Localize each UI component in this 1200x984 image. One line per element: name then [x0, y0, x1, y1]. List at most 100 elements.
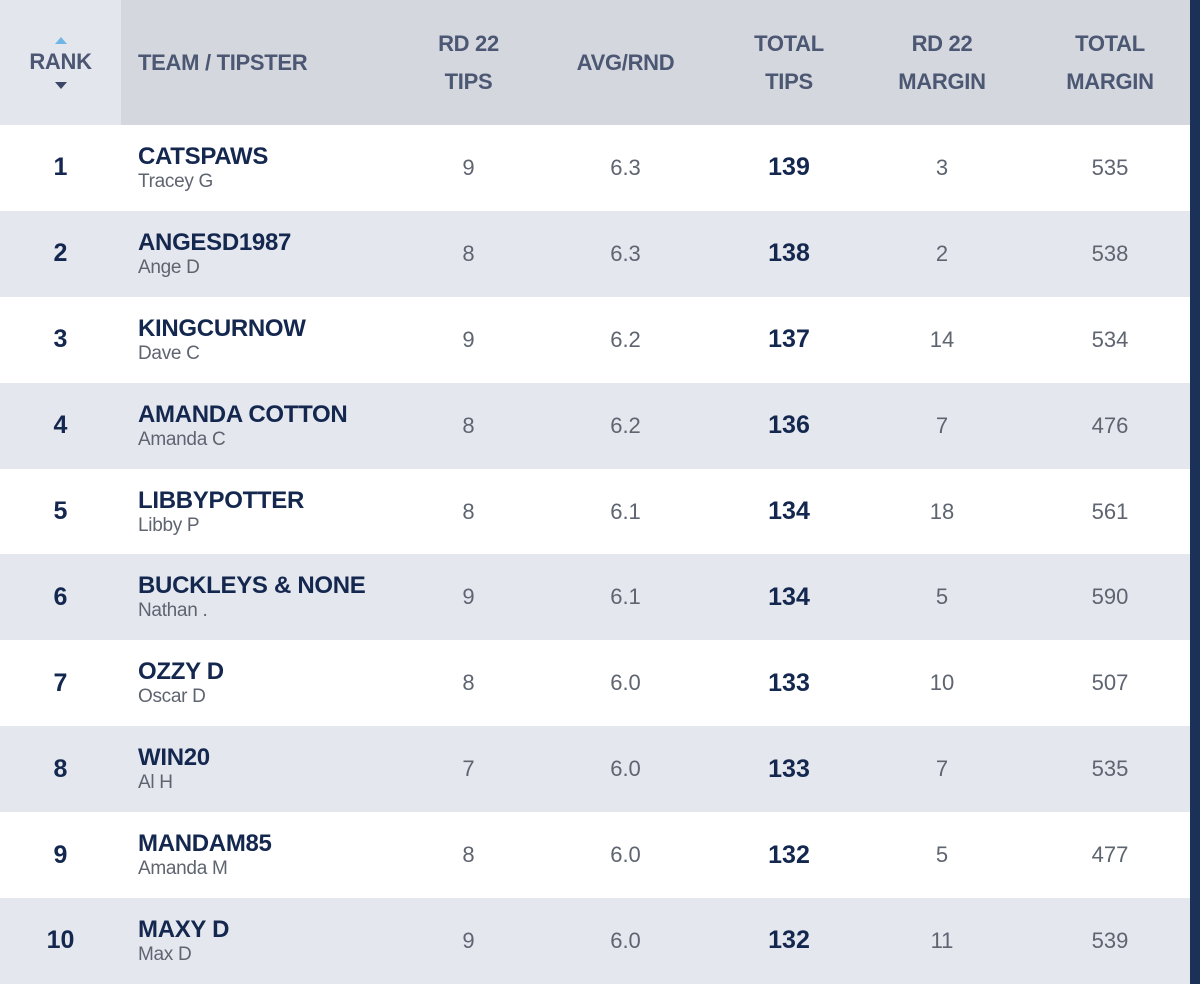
rd-margin-cell: 11: [930, 927, 954, 953]
rd-tips-cell: 8: [462, 842, 475, 868]
team-name[interactable]: AMANDA COTTON: [138, 400, 348, 428]
rd-tips-cell: 8: [462, 498, 475, 524]
total-margin-cell: 538: [1091, 240, 1129, 266]
rd-margin-cell: 10: [929, 670, 955, 696]
rank-cell: 4: [53, 411, 68, 440]
total-margin-header[interactable]: TOTAL MARGIN: [1066, 30, 1154, 94]
rd-tips-cell: 8: [462, 240, 475, 266]
rank-cell: 7: [53, 668, 68, 697]
tipster-name: Oscar D: [138, 686, 206, 708]
rd-margin-cell: 2: [935, 240, 949, 266]
rd-tips-cell: 9: [462, 154, 475, 180]
rank-sort-header[interactable]: RANK: [0, 0, 121, 125]
team-name[interactable]: MAXY D: [138, 915, 230, 943]
total-margin-cell: 476: [1091, 412, 1129, 438]
rd-margin-cell: 7: [935, 412, 949, 438]
team-name[interactable]: CATSPAWS: [138, 142, 269, 170]
rd-margin-cell: 18: [929, 498, 955, 524]
tipster-name: Al H: [138, 772, 173, 794]
tipster-name: Ange D: [138, 256, 200, 278]
table-header: RANK TEAM / TIPSTER RD 22 TIPS AVG/RND T…: [0, 0, 1190, 125]
rd-tips-cell: 8: [462, 412, 475, 438]
rank-cell: 9: [53, 840, 68, 869]
team-cell: CATSPAWS Tracey G: [121, 143, 410, 193]
total-margin-cell: 534: [1091, 326, 1129, 352]
team-name[interactable]: LIBBYPOTTER: [138, 486, 305, 514]
avg-rnd-cell: 6.0: [610, 842, 641, 868]
tipster-name: Dave C: [138, 342, 200, 364]
tipster-name: Max D: [138, 943, 192, 965]
team-cell: AMANDA COTTON Amanda C: [121, 401, 410, 451]
team-name[interactable]: WIN20: [138, 744, 210, 772]
avg-rnd-cell: 6.3: [610, 240, 641, 266]
team-cell: BUCKLEYS & NONE Nathan .: [121, 572, 410, 622]
tipster-name: Libby P: [138, 514, 200, 536]
team-name[interactable]: OZZY D: [138, 658, 224, 686]
team-name[interactable]: BUCKLEYS & NONE: [138, 572, 366, 600]
rd-tips-cell: 7: [462, 756, 475, 782]
rd-tips-cell: 8: [462, 670, 475, 696]
total-margin-cell: 477: [1091, 842, 1129, 868]
team-cell: MAXY D Max D: [121, 916, 410, 966]
rd-margin-cell: 3: [935, 154, 949, 180]
sort-down-icon[interactable]: [54, 81, 67, 89]
table-row[interactable]: 9 MANDAM85 Amanda M 8 6.0 132 5 477: [0, 812, 1190, 899]
total-margin-cell: 539: [1091, 927, 1129, 953]
total-margin-cell: 590: [1091, 584, 1129, 610]
avg-rnd-cell: 6.3: [610, 154, 641, 180]
rank-cell: 2: [53, 239, 68, 268]
table-row[interactable]: 2 ANGESD1987 Ange D 8 6.3 138 2 538: [0, 210, 1190, 297]
table-row[interactable]: 1 CATSPAWS Tracey G 9 6.3 139 3 535: [0, 125, 1190, 211]
rd-tips-header[interactable]: RD 22 TIPS: [438, 30, 499, 94]
team-cell: ANGESD1987 Ange D: [121, 229, 410, 279]
tipster-name: Amanda C: [138, 428, 226, 450]
sort-up-icon[interactable]: [54, 36, 67, 44]
tipster-name: Amanda M: [138, 858, 228, 880]
total-margin-cell: 535: [1091, 756, 1129, 782]
avg-rnd-header[interactable]: AVG/RND: [576, 49, 675, 75]
rank-cell: 1: [53, 153, 68, 182]
rd-margin-cell: 14: [929, 326, 955, 352]
team-name[interactable]: MANDAM85: [138, 830, 272, 858]
rank-cell: 10: [46, 926, 75, 955]
rd-tips-cell: 9: [462, 326, 475, 352]
total-tips-header[interactable]: TOTAL TIPS: [754, 30, 824, 94]
tipster-name: Nathan .: [138, 600, 208, 622]
team-cell: MANDAM85 Amanda M: [121, 830, 410, 880]
total-margin-cell: 507: [1091, 670, 1129, 696]
team-cell: LIBBYPOTTER Libby P: [121, 487, 410, 537]
table-row[interactable]: 8 WIN20 Al H 7 6.0 133 7 535: [0, 726, 1190, 813]
rank-cell: 8: [53, 754, 68, 783]
table-row[interactable]: 3 KINGCURNOW Dave C 9 6.2 137 14 534: [0, 296, 1190, 383]
table-row[interactable]: 4 AMANDA COTTON Amanda C 8 6.2 136 7 476: [0, 382, 1190, 469]
table-row[interactable]: 7 OZZY D Oscar D 8 6.0 133 10 507: [0, 640, 1190, 727]
total-tips-cell: 133: [768, 754, 810, 783]
total-tips-cell: 139: [768, 153, 810, 182]
rank-header-label: RANK: [29, 48, 92, 74]
rd-margin-cell: 5: [935, 584, 949, 610]
table-row[interactable]: 10 MAXY D Max D 9 6.0 132 11 539: [0, 898, 1190, 984]
tipster-name: Tracey G: [138, 170, 214, 192]
team-name[interactable]: KINGCURNOW: [138, 314, 306, 342]
scrollbar[interactable]: [1190, 0, 1200, 984]
rd-margin-header[interactable]: RD 22 MARGIN: [898, 30, 986, 94]
total-tips-cell: 133: [768, 668, 810, 697]
team-tipster-header[interactable]: TEAM / TIPSTER: [138, 49, 308, 75]
rd-margin-cell: 7: [935, 756, 949, 782]
rd-tips-cell: 9: [462, 584, 475, 610]
team-cell: OZZY D Oscar D: [121, 658, 410, 708]
team-name[interactable]: ANGESD1987: [138, 228, 292, 256]
total-tips-cell: 134: [768, 497, 810, 525]
avg-rnd-cell: 6.2: [610, 326, 641, 352]
avg-rnd-cell: 6.0: [610, 927, 641, 953]
table-row[interactable]: 6 BUCKLEYS & NONE Nathan . 9 6.1 134 5 590: [0, 554, 1190, 641]
avg-rnd-cell: 6.0: [610, 756, 641, 782]
rank-cell: 6: [53, 582, 68, 611]
total-tips-cell: 132: [768, 840, 810, 869]
rank-cell: 3: [53, 325, 68, 354]
table-row[interactable]: 5 LIBBYPOTTER Libby P 8 6.1 134 18 561: [0, 468, 1190, 555]
rd-margin-cell: 5: [935, 842, 949, 868]
total-tips-cell: 137: [768, 325, 810, 354]
avg-rnd-cell: 6.2: [610, 412, 641, 438]
